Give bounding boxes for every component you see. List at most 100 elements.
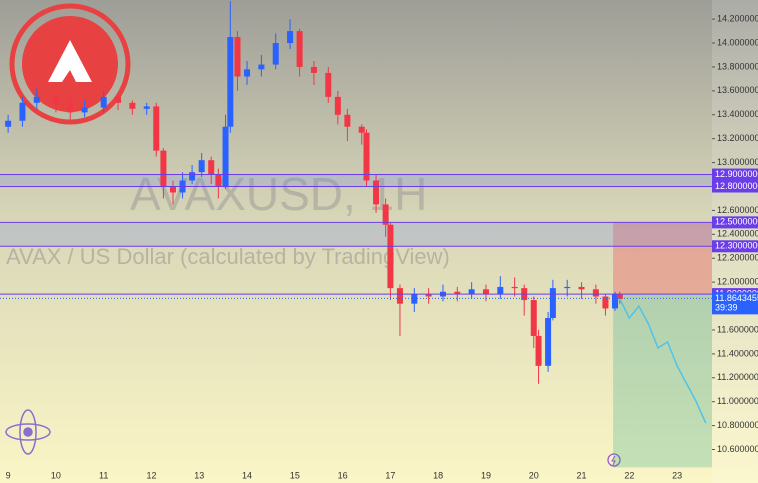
x-tick-label: 20	[529, 470, 539, 480]
candle-body	[535, 335, 542, 366]
candle-body	[425, 294, 432, 297]
y-tick-label: 12.6000000	[717, 205, 758, 215]
target-zone	[613, 294, 712, 468]
x-tick-label: 11	[99, 470, 108, 480]
candle-body	[19, 102, 26, 121]
avalanche-logo	[9, 3, 131, 125]
candle-body	[244, 69, 251, 77]
level-label-box	[712, 240, 758, 253]
candle-body	[578, 286, 585, 290]
x-tick-label: 19	[481, 470, 491, 480]
candle-body	[564, 286, 571, 289]
candle-body	[100, 96, 107, 108]
candle-body	[208, 160, 215, 175]
countdown-label: 39:39	[715, 303, 738, 313]
x-tick-label: 15	[290, 470, 300, 480]
candle-body	[272, 43, 279, 65]
x-tick-label: 13	[194, 470, 204, 480]
candle-body	[482, 289, 489, 295]
level-label-box	[712, 168, 758, 181]
y-tick-label: 12.4000000	[717, 229, 758, 239]
level-label-box	[712, 216, 758, 229]
candle-body	[382, 204, 389, 225]
candle-body	[222, 126, 229, 187]
candle-body	[545, 318, 552, 366]
y-tick-label: 12.2000000	[717, 253, 758, 263]
current-price-label: 11.8643455	[715, 293, 758, 303]
candle-body	[549, 288, 556, 319]
candle-body	[358, 126, 365, 133]
candle-body	[33, 96, 40, 103]
level-band	[0, 222, 712, 247]
candle-body	[189, 172, 196, 181]
candle-body	[198, 160, 205, 173]
y-tick-label: 13.2000000	[717, 133, 758, 143]
y-tick-label: 13.6000000	[717, 85, 758, 95]
level-band	[0, 174, 712, 187]
candle-body	[411, 294, 418, 304]
candle-body	[363, 132, 370, 181]
candle-body	[296, 31, 303, 67]
candle-body	[592, 289, 599, 297]
y-tick-label: 11.2000000	[717, 372, 758, 382]
y-tick-label: 14.0000000	[717, 37, 758, 47]
candle-body	[511, 286, 518, 289]
candle-body	[387, 224, 394, 289]
candle-body	[258, 64, 265, 70]
candle-body	[215, 174, 222, 187]
candle-body	[396, 288, 403, 304]
y-tick-label: 13.4000000	[717, 109, 758, 119]
x-tick-label: 17	[385, 470, 395, 480]
x-tick-label: 16	[338, 470, 348, 480]
projection-line	[619, 298, 707, 424]
bottom-left-icon	[5, 409, 51, 455]
y-tick-label: 10.6000000	[717, 444, 758, 454]
y-tick-label: 14.2000000	[717, 14, 758, 24]
candle-body	[115, 96, 122, 103]
candle-body	[497, 286, 504, 295]
stop-zone	[613, 222, 712, 295]
y-tick-label: 13.0000000	[717, 157, 758, 167]
x-tick-label: 12	[146, 470, 156, 480]
y-tick-label: 13.8000000	[717, 61, 758, 71]
level-label: 12.5000000	[715, 217, 758, 227]
candle-body	[5, 120, 12, 127]
alert-icon	[607, 453, 621, 467]
x-tick-label: 18	[433, 470, 443, 480]
candle-body	[129, 102, 136, 109]
candle-body	[310, 66, 317, 73]
candle-body	[143, 106, 150, 109]
candle-body	[334, 96, 341, 115]
candle-body	[52, 96, 59, 103]
candle-body	[616, 294, 623, 299]
level-label: 12.8000000	[715, 181, 758, 191]
level-label-box	[712, 180, 758, 193]
candle-body	[530, 300, 537, 336]
x-tick-label: 21	[577, 470, 587, 480]
candle-body	[325, 72, 332, 97]
candle-body	[602, 296, 609, 309]
candle-body	[160, 150, 167, 187]
candle-body	[81, 107, 88, 113]
y-tick-label: 11.6000000	[717, 324, 758, 334]
candle-body	[234, 37, 241, 77]
candle-body	[373, 180, 380, 205]
candle-body	[344, 114, 351, 127]
y-tick-label: 10.8000000	[717, 420, 758, 430]
candle-body	[169, 186, 176, 193]
x-tick-label: 23	[672, 470, 682, 480]
candle-body	[454, 291, 461, 295]
x-tick-label: 14	[242, 470, 252, 480]
x-tick-label: 22	[624, 470, 634, 480]
x-tick-label: 9	[6, 470, 11, 480]
candle-body	[287, 31, 294, 44]
candle-body	[67, 102, 74, 113]
candle-body	[611, 294, 618, 309]
candle-body	[227, 37, 234, 127]
current-price-box	[712, 292, 758, 315]
level-label: 12.9000000	[715, 169, 758, 179]
level-label: 12.3000000	[715, 241, 758, 251]
x-tick-label: 10	[51, 470, 61, 480]
y-tick-label: 11.0000000	[717, 396, 758, 406]
